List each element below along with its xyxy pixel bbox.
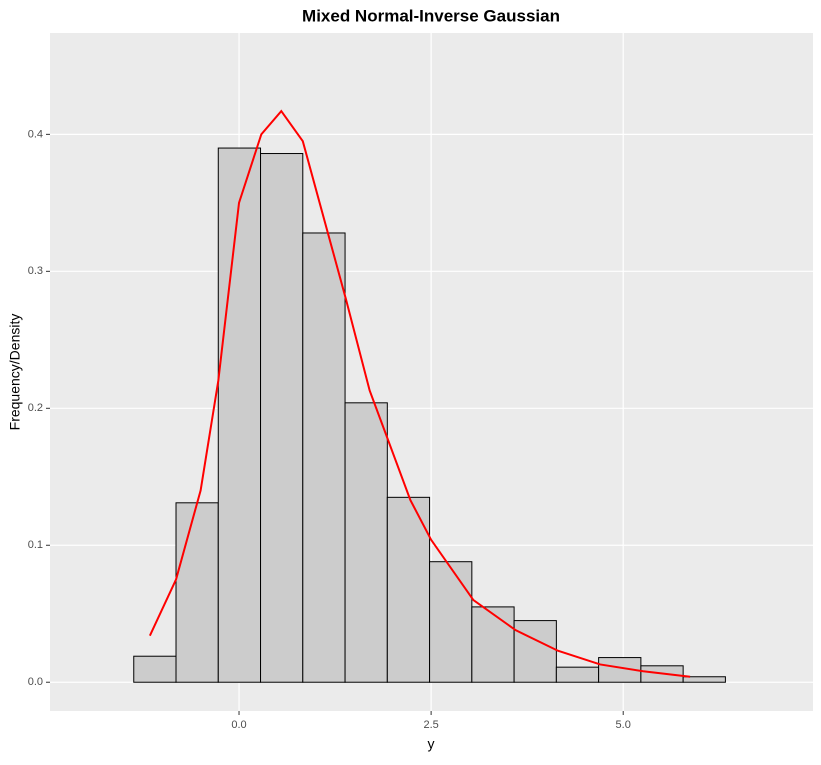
density-curve — [148, 109, 691, 678]
y-tick-label: 0.3 — [28, 265, 43, 277]
y-axis-label: Frequency/Density — [7, 314, 23, 431]
bar — [555, 666, 600, 683]
y-tick-label: 0.2 — [28, 402, 43, 414]
bar — [429, 561, 473, 683]
bar — [260, 153, 304, 683]
y-tick-label: 0.0 — [28, 676, 43, 688]
chart-title: Mixed Normal-Inverse Gaussian — [302, 6, 560, 25]
bar — [471, 606, 515, 683]
bar — [344, 402, 388, 683]
y-tick-label: 0.1 — [28, 539, 43, 551]
bar — [682, 676, 726, 683]
bar — [513, 620, 557, 683]
x-tick-label: 0.0 — [231, 719, 246, 731]
x-tick-label: 5.0 — [616, 719, 631, 731]
bar — [175, 502, 219, 683]
y-tick-label: 0.4 — [28, 128, 43, 140]
x-axis-label: y — [428, 736, 435, 752]
bar — [133, 655, 177, 683]
bar — [302, 232, 346, 683]
bar — [217, 147, 262, 683]
x-tick-label: 2.5 — [423, 719, 438, 731]
